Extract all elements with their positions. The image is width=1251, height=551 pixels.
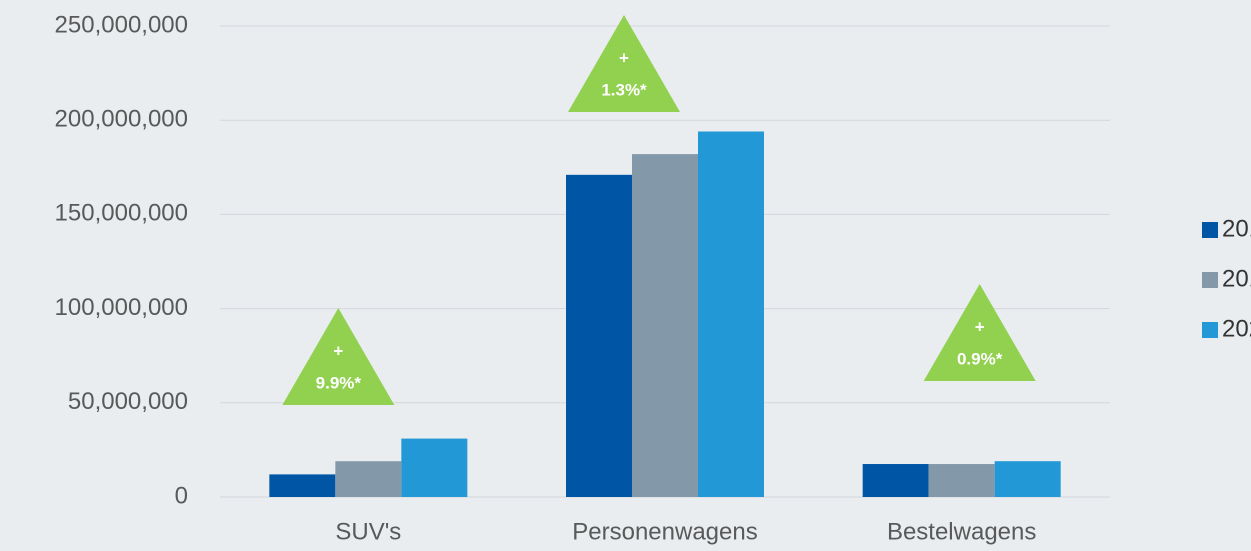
annotation-text: + bbox=[975, 317, 985, 336]
bar bbox=[928, 464, 995, 497]
y-tick-label: 150,000,000 bbox=[55, 200, 188, 227]
bar bbox=[401, 438, 468, 497]
annotation-text: 9.9%* bbox=[316, 373, 362, 392]
annotation-text: + bbox=[619, 48, 629, 67]
y-tick-label: 50,000,000 bbox=[68, 388, 188, 415]
y-tick-label: 0 bbox=[175, 482, 188, 509]
annotation-badge bbox=[568, 15, 680, 112]
legend-swatch bbox=[1202, 272, 1218, 288]
x-tick-label: Personenwagens bbox=[572, 518, 757, 545]
y-tick-label: 200,000,000 bbox=[55, 106, 188, 133]
legend-label: 2017 bbox=[1222, 265, 1251, 292]
annotation-text: 0.9%* bbox=[957, 349, 1003, 368]
annotation-badge bbox=[923, 284, 1036, 381]
annotation-text: + bbox=[333, 341, 343, 360]
bar bbox=[335, 461, 402, 497]
bar bbox=[566, 174, 632, 497]
legend-label: 2012 bbox=[1222, 215, 1251, 242]
annotation-text: 1.3%* bbox=[601, 80, 647, 99]
annotation-badge bbox=[282, 308, 395, 405]
bar bbox=[632, 154, 698, 497]
y-tick-label: 100,000,000 bbox=[55, 294, 188, 321]
bar bbox=[994, 461, 1061, 497]
legend-label: 2022 bbox=[1222, 315, 1251, 342]
x-tick-label: Bestelwagens bbox=[887, 518, 1036, 545]
x-tick-label: SUV's bbox=[335, 518, 401, 545]
bar bbox=[698, 131, 764, 497]
y-tick-label: 250,000,000 bbox=[55, 11, 188, 38]
legend-swatch bbox=[1202, 222, 1218, 238]
legend-swatch bbox=[1202, 322, 1218, 338]
bar bbox=[269, 474, 336, 497]
bar bbox=[862, 464, 929, 497]
